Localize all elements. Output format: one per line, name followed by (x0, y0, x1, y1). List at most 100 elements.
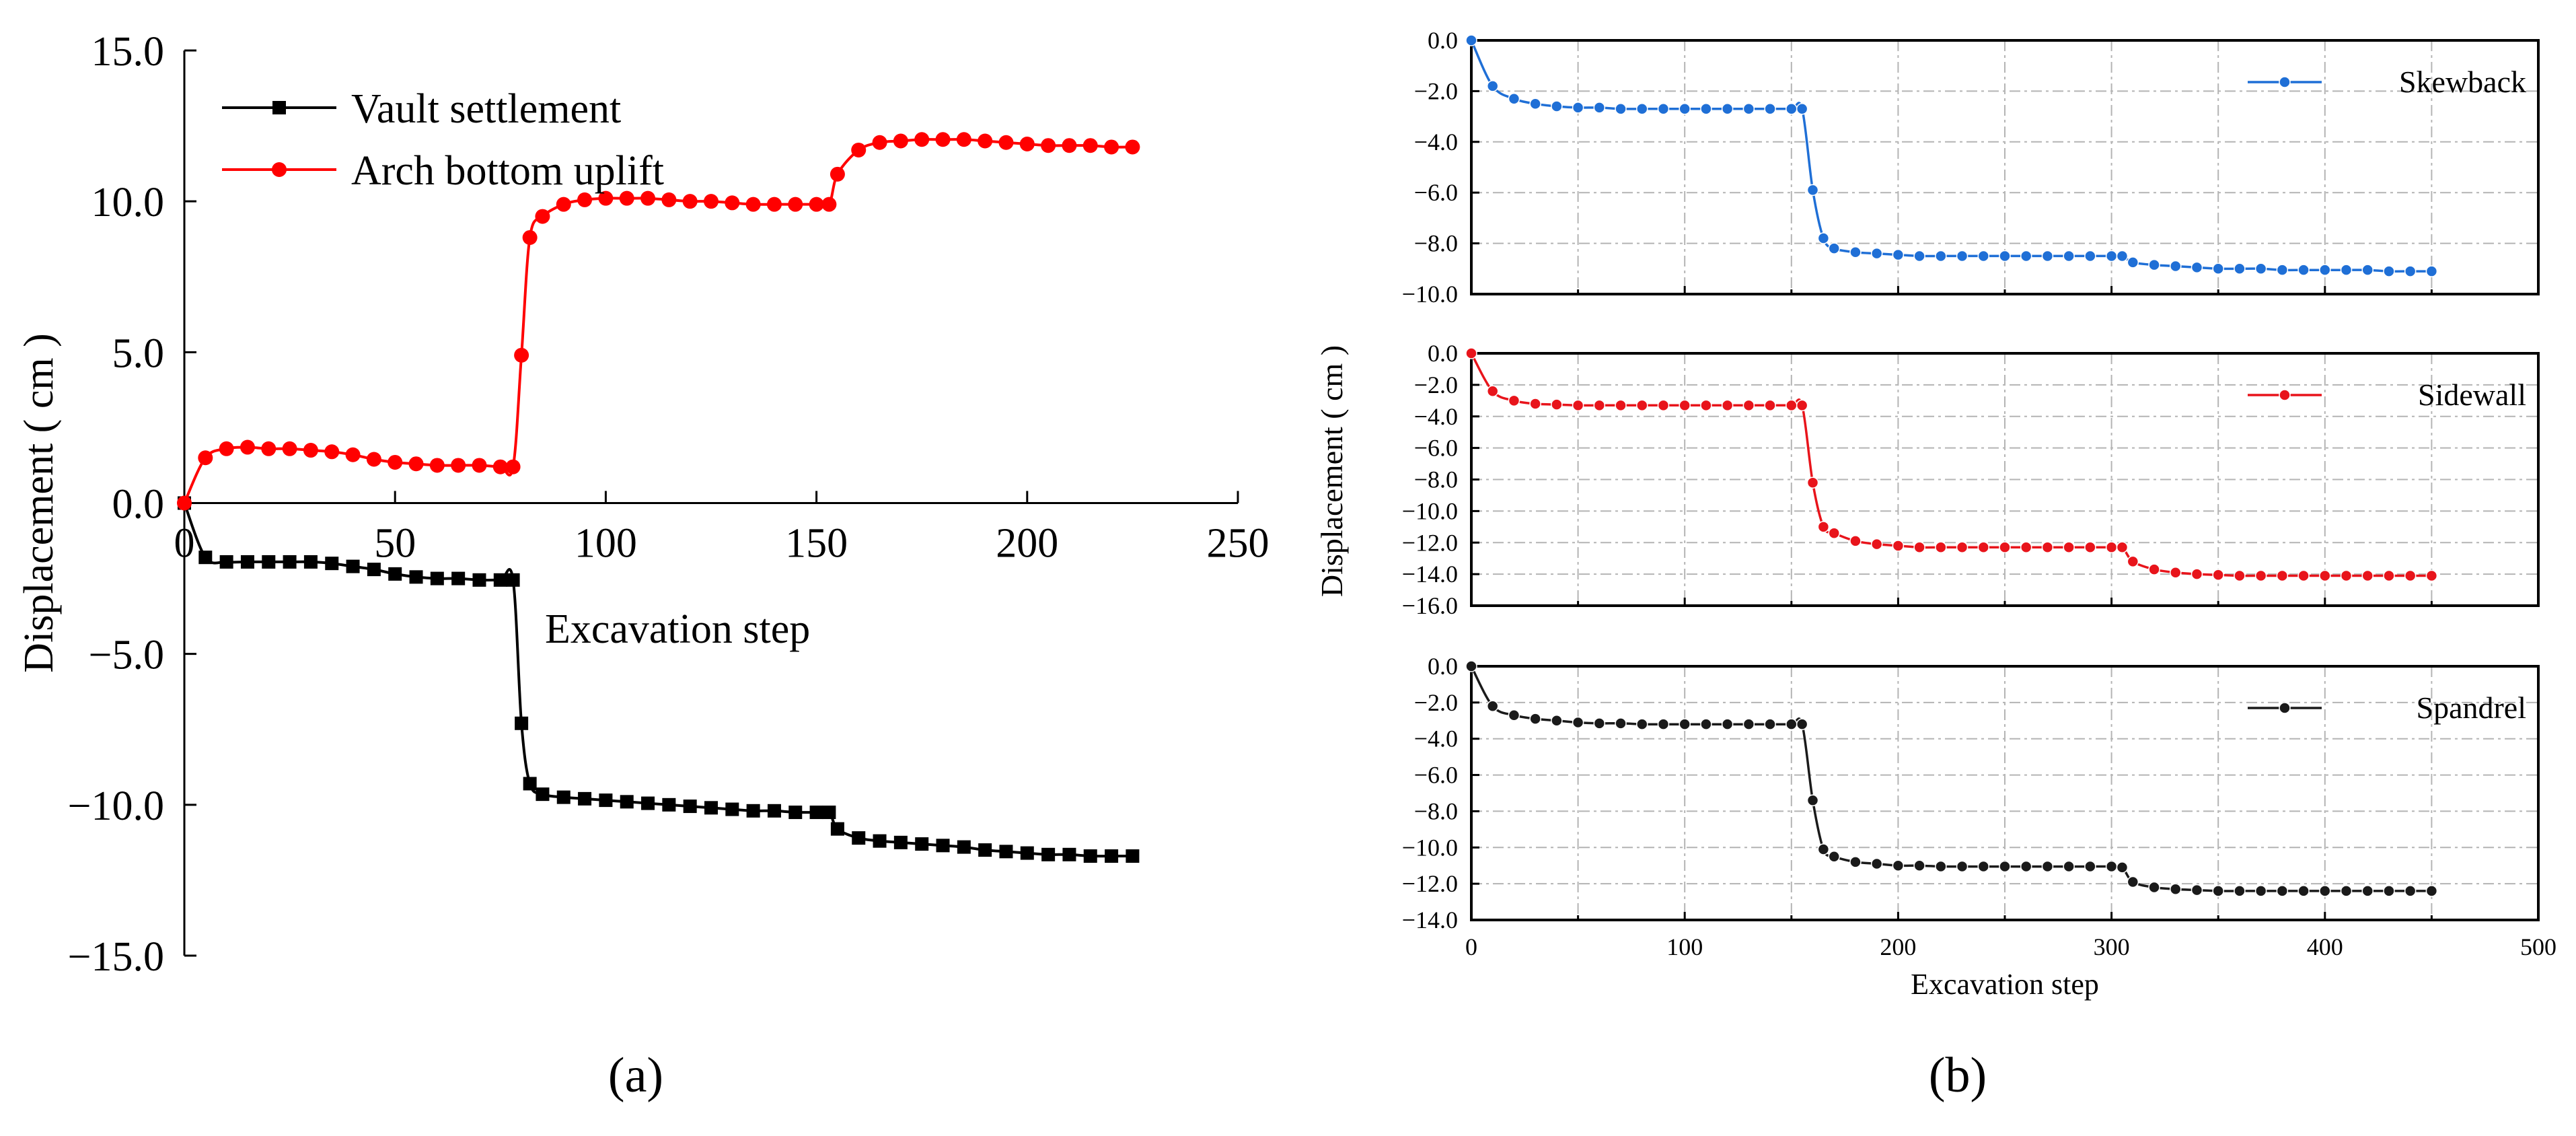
data-point-spandrel (1721, 718, 1734, 730)
data-point-sidewall (1636, 399, 1648, 412)
data-point-arch-bottom-uplift (1125, 139, 1140, 155)
y-tick-label: −4.0 (1414, 403, 1458, 430)
y-tick-label: −10.0 (1402, 834, 1458, 861)
data-point-spandrel (2383, 885, 2395, 897)
data-point-spandrel (1956, 860, 1968, 873)
data-point-sidewall (2212, 569, 2224, 581)
data-point-vault-settlement (1083, 849, 1097, 863)
data-point-sidewall (2170, 567, 2182, 579)
data-point-arch-bottom-uplift (1019, 136, 1035, 151)
data-point-skewback (1977, 250, 1990, 262)
data-point-sidewall (1796, 399, 1808, 412)
data-point-arch-bottom-uplift (725, 195, 740, 211)
data-point-spandrel (1657, 718, 1670, 730)
data-point-skewback (1796, 103, 1808, 115)
x-tick-label: 0 (174, 521, 195, 567)
data-point-skewback (2297, 264, 2310, 276)
data-point-spandrel (1828, 851, 1840, 863)
data-point-vault-settlement (822, 806, 836, 820)
y-tick-label: −12.0 (1402, 870, 1458, 897)
y-tick-label: −6.0 (1414, 435, 1458, 462)
legend-marker-sidewall (2279, 389, 2291, 401)
y-tick-label: 5.0 (112, 330, 165, 376)
y-tick-label: −2.0 (1414, 689, 1458, 716)
data-point-sidewall (2425, 569, 2438, 582)
data-point-arch-bottom-uplift (788, 197, 803, 212)
data-point-arch-bottom-uplift (408, 456, 424, 472)
data-point-vault-settlement (506, 573, 520, 587)
data-point-sidewall (2297, 569, 2310, 582)
data-point-sidewall (1615, 399, 1627, 412)
data-point-skewback (2340, 264, 2353, 276)
data-point-vault-settlement (303, 555, 318, 569)
data-point-skewback (2383, 265, 2395, 277)
y-tick-label: −8.0 (1414, 466, 1458, 493)
data-point-vault-settlement (367, 563, 381, 577)
y-tick-label: 0.0 (112, 482, 165, 528)
data-point-spandrel (1786, 718, 1798, 730)
data-point-sidewall (2020, 541, 2032, 554)
data-point-spandrel (2084, 860, 2096, 873)
data-point-arch-bottom-uplift (535, 209, 550, 224)
data-point-spandrel (1615, 717, 1627, 730)
data-point-vault-settlement (198, 551, 213, 565)
data-point-arch-bottom-uplift (914, 132, 930, 147)
data-point-vault-settlement (788, 806, 803, 820)
data-point-arch-bottom-uplift (821, 197, 837, 212)
data-point-spandrel (2297, 885, 2310, 897)
data-point-sidewall (1486, 385, 1499, 397)
data-point-skewback (1806, 184, 1819, 197)
data-point-sidewall (2361, 569, 2373, 582)
data-point-skewback (1828, 242, 1840, 254)
data-point-skewback (1892, 248, 1905, 261)
data-point-vault-settlement (599, 793, 613, 808)
data-point-vault-settlement (1062, 847, 1076, 861)
data-point-vault-settlement (262, 555, 276, 569)
data-point-vault-settlement (556, 790, 571, 804)
series-line-vault-settlement (183, 502, 1133, 858)
x-tick-label: 100 (1666, 933, 1703, 960)
data-point-spandrel (2340, 885, 2353, 897)
data-point-vault-settlement (388, 567, 402, 581)
y-tick-label: −4.0 (1414, 129, 1458, 155)
data-point-skewback (2234, 262, 2246, 275)
y-tick-label: 0.0 (1428, 27, 1458, 54)
x-tick-label: 200 (996, 521, 1058, 567)
data-point-arch-bottom-uplift (682, 194, 698, 209)
data-point-skewback (1999, 250, 2011, 262)
data-point-arch-bottom-uplift (893, 133, 908, 149)
x-tick-label: 500 (2520, 933, 2556, 960)
series-line-skewback (1470, 40, 2432, 273)
data-point-sidewall (2254, 569, 2267, 582)
data-point-sidewall (2276, 569, 2289, 582)
data-point-vault-settlement (325, 557, 339, 571)
data-point-skewback (2084, 250, 2096, 262)
data-point-skewback (1849, 246, 1862, 258)
data-point-vault-settlement (746, 804, 760, 818)
data-point-spandrel (1806, 794, 1819, 807)
data-point-vault-settlement (493, 573, 507, 587)
data-point-skewback (2170, 260, 2182, 273)
data-point-arch-bottom-uplift (366, 452, 381, 467)
data-point-vault-settlement (523, 777, 537, 791)
y-tick-label: −2.0 (1414, 371, 1458, 398)
data-point-skewback (1721, 103, 1734, 115)
data-point-arch-bottom-uplift (240, 439, 255, 455)
data-point-arch-bottom-uplift (303, 443, 318, 458)
data-point-vault-settlement (830, 822, 844, 836)
data-point-arch-bottom-uplift (851, 142, 867, 157)
data-point-sidewall (2319, 569, 2331, 582)
data-point-sidewall (1806, 476, 1819, 489)
data-point-sidewall (2404, 569, 2417, 582)
y-tick-label: −4.0 (1414, 725, 1458, 752)
data-point-spandrel (1572, 716, 1584, 729)
data-point-sidewall (1721, 399, 1734, 412)
data-point-skewback (1817, 232, 1830, 244)
data-point-vault-settlement (936, 839, 950, 853)
data-point-arch-bottom-uplift (1104, 139, 1119, 155)
data-point-spandrel (2148, 881, 2160, 894)
data-point-spandrel (1679, 718, 1691, 730)
data-point-arch-bottom-uplift (388, 454, 403, 470)
data-point-spandrel (2212, 885, 2224, 897)
